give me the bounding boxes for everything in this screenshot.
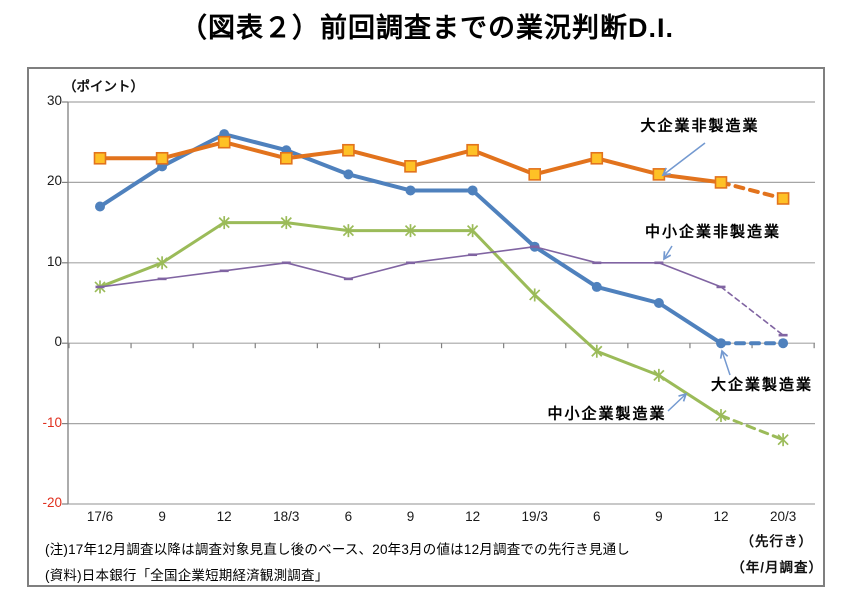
footnote: (注)17年12月調査以降は調査対象見直し後のベース、20年3月の値は12月調査…	[45, 542, 630, 557]
series-forecast-dash	[719, 414, 785, 442]
series-marker	[777, 434, 789, 446]
series-marker	[404, 160, 417, 173]
x-tick-label: 18/3	[273, 509, 300, 524]
series-marker	[217, 135, 231, 149]
series-marker	[715, 409, 727, 422]
series-marker	[95, 201, 105, 212]
series-marker	[466, 225, 479, 237]
forecast-label: （先行き）	[740, 534, 813, 549]
series-marker	[591, 281, 602, 292]
series-marker	[93, 151, 107, 165]
x-tick-label: 17/6	[86, 509, 114, 524]
y-tick-label: 20	[46, 173, 62, 189]
series-marker	[778, 338, 789, 349]
series-marker	[528, 168, 542, 181]
x-tick-label: 19/3	[521, 509, 548, 524]
page-title: （図表２）前回調査までの業況判断D.I.	[179, 13, 674, 43]
series-marker	[156, 257, 168, 269]
figure-box: （ポイント） 大企業非製造業 中小企業非製造業 大企業製造業 中小企業製造業 （…	[27, 67, 825, 587]
series-marker	[342, 143, 355, 157]
series-marker	[280, 151, 293, 165]
x-axis-unit-label: （年/月調査）	[731, 560, 823, 575]
series-line	[99, 245, 722, 288]
annotation-arrow	[663, 245, 673, 261]
series-marker	[591, 345, 603, 357]
series-marker	[529, 289, 541, 301]
series-marker	[714, 176, 728, 189]
series-forecast-dash	[720, 286, 784, 336]
series-marker	[218, 216, 230, 229]
y-tick-label: -20	[42, 495, 62, 510]
x-tick-label: 12	[713, 509, 729, 524]
x-tick-label: 9	[406, 509, 415, 524]
y-tick-label: 0	[54, 334, 62, 350]
x-tick-label: 9	[158, 509, 166, 524]
series-marker	[466, 143, 479, 157]
series-label-sme-mfg: 中小企業製造業	[547, 405, 667, 423]
series-line	[99, 221, 722, 417]
series-marker	[776, 192, 790, 205]
series-marker	[343, 169, 354, 180]
annotation-arrow	[719, 349, 731, 376]
source-note: (資料)日本銀行「全国企業短期経済観測調査」	[45, 568, 329, 583]
series-marker	[280, 216, 292, 229]
x-tick-label: 6	[593, 509, 601, 524]
series-label-large-mfg: 大企業製造業	[710, 376, 814, 394]
y-tick-label: -10	[42, 414, 62, 430]
series-marker	[404, 225, 417, 237]
series-marker	[653, 298, 664, 308]
series-forecast-dash	[719, 180, 786, 201]
x-tick-label: 12	[216, 509, 232, 524]
series-marker	[467, 185, 478, 196]
series-label-sme-nonmfg: 中小企業非製造業	[644, 223, 782, 241]
series-marker	[155, 151, 169, 165]
annotation-arrow	[667, 392, 688, 412]
annotation-arrow	[661, 142, 706, 177]
x-tick-label: 20/3	[769, 509, 797, 524]
series-label-large-nonmfg: 大企業非製造業	[640, 117, 760, 135]
x-tick-label: 6	[344, 509, 353, 524]
x-tick-label: 12	[465, 509, 481, 524]
y-axis-unit-label: （ポイント）	[63, 79, 144, 94]
series-marker	[405, 185, 416, 196]
series-marker	[653, 369, 665, 381]
chart-plot	[62, 101, 815, 505]
x-tick-label: 9	[655, 509, 663, 524]
y-tick-label: 30	[46, 93, 62, 108]
y-tick-label: 10	[46, 253, 62, 269]
series-marker	[716, 338, 726, 349]
series-marker	[342, 225, 355, 237]
series-marker	[590, 151, 604, 165]
